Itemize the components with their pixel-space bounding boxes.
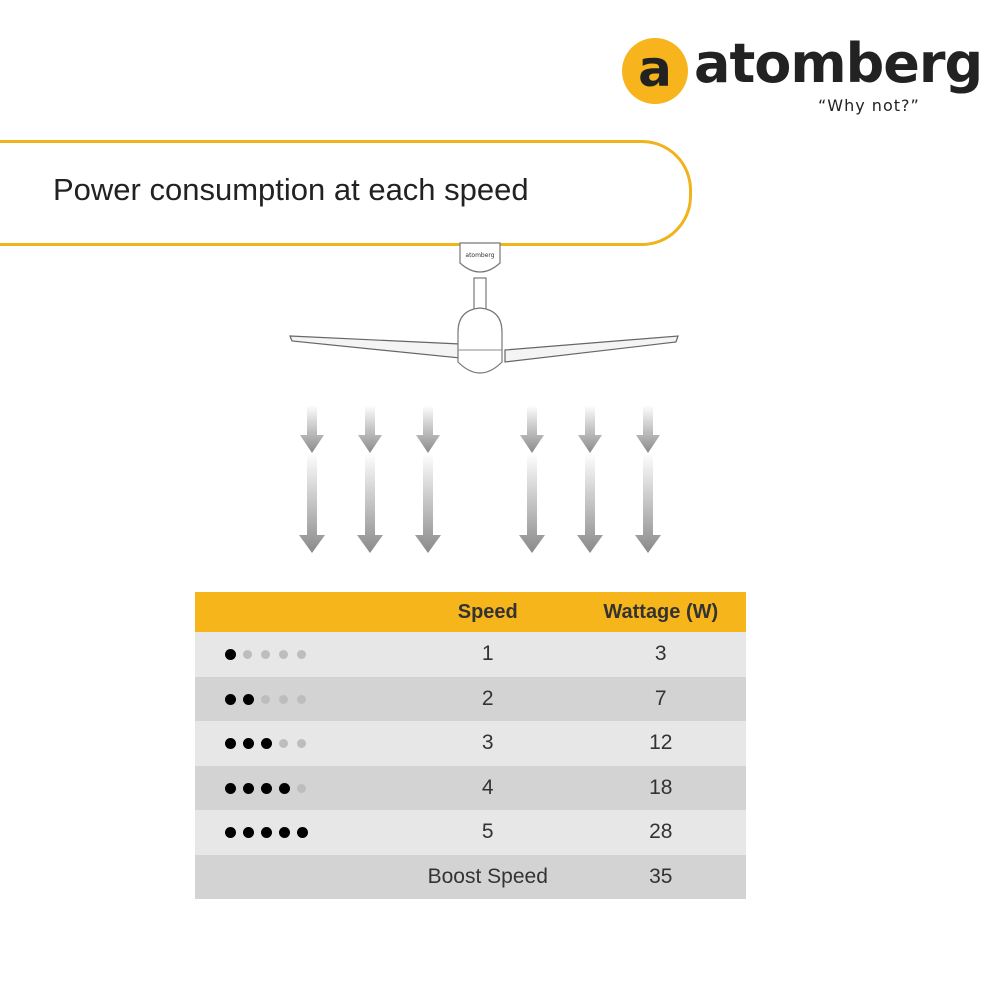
airflow-arrow-icon	[577, 405, 603, 553]
dot-empty-icon	[279, 650, 288, 660]
airflow-arrow-icon	[299, 405, 325, 553]
dot-empty-icon	[243, 650, 252, 660]
speed-cell: 5	[400, 810, 576, 855]
dot-empty-icon	[261, 694, 270, 704]
dot-filled-icon	[279, 782, 290, 794]
speed-indicator	[195, 854, 400, 899]
table-row: 5 28	[195, 810, 746, 855]
speed-cell: Boost Speed	[400, 854, 576, 899]
airflow-arrow-icon	[519, 405, 545, 553]
fan-blade-left	[289, 335, 461, 359]
wattage-cell: 35	[575, 854, 746, 899]
airflow-arrows	[299, 405, 661, 553]
dot-filled-icon	[243, 827, 254, 839]
fan-downrod	[473, 277, 487, 311]
dot-empty-icon	[261, 650, 270, 660]
airflow-arrow-icon	[357, 405, 383, 553]
wattage-cell: 12	[575, 721, 746, 766]
airflow-arrow-icon	[415, 405, 441, 553]
speed-indicator	[195, 810, 400, 855]
power-table: Speed Wattage (W) 1 3 2 7 3 12 4 18 5 28 Boost Spe…	[195, 592, 746, 899]
dot-filled-icon	[243, 738, 254, 750]
dot-filled-icon	[261, 782, 272, 794]
speed-cell: 4	[400, 765, 576, 810]
page-title: Power consumption at each speed	[53, 172, 529, 207]
dot-empty-icon	[279, 739, 288, 749]
dot-empty-icon	[279, 694, 288, 704]
speed-cell: 3	[400, 721, 576, 766]
speed-cell: 1	[400, 632, 576, 677]
ceiling-fan-illustration: atomberg	[289, 242, 679, 374]
speed-cell: 2	[400, 676, 576, 721]
dot-filled-icon	[297, 827, 308, 839]
table-row: 3 12	[195, 721, 746, 766]
canopy-logo-text: atomberg	[465, 252, 494, 259]
logo-circle-icon	[622, 38, 688, 104]
speed-indicator	[195, 676, 400, 721]
title-banner	[0, 140, 692, 246]
dot-empty-icon	[297, 739, 306, 749]
wattage-cell: 28	[575, 810, 746, 855]
dot-filled-icon	[243, 782, 254, 794]
dot-empty-icon	[297, 650, 306, 660]
dot-filled-icon	[243, 693, 254, 705]
atomberg-logo: a atomberg “Why not?”	[622, 32, 983, 118]
header-speed: Speed	[400, 592, 576, 632]
fan-blade-right	[504, 335, 679, 363]
table-header-row: Speed Wattage (W)	[195, 592, 746, 632]
dot-filled-icon	[225, 782, 236, 794]
dot-filled-icon	[225, 649, 236, 661]
dot-empty-icon	[297, 694, 306, 704]
dot-filled-icon	[225, 693, 236, 705]
dot-empty-icon	[297, 783, 306, 793]
header-wattage: Wattage (W)	[575, 592, 746, 632]
header-indicator	[195, 592, 400, 632]
airflow-arrow-icon	[635, 405, 661, 553]
dot-filled-icon	[225, 827, 236, 839]
wattage-cell: 3	[575, 632, 746, 677]
logo-tagline: “Why not?”	[818, 96, 920, 115]
dot-filled-icon	[279, 827, 290, 839]
speed-indicator	[195, 632, 400, 677]
dot-filled-icon	[261, 827, 272, 839]
fan-motor-housing	[457, 307, 503, 374]
logo-wordmark: atomberg	[694, 32, 983, 95]
wattage-cell: 18	[575, 765, 746, 810]
logo-mark: a	[638, 40, 672, 98]
speed-indicator	[195, 765, 400, 810]
speed-indicator	[195, 721, 400, 766]
dot-filled-icon	[261, 738, 272, 750]
table-row: 4 18	[195, 765, 746, 810]
wattage-cell: 7	[575, 676, 746, 721]
table-row: Boost Speed 35	[195, 854, 746, 899]
dot-filled-icon	[225, 738, 236, 750]
fan-canopy	[459, 242, 501, 273]
